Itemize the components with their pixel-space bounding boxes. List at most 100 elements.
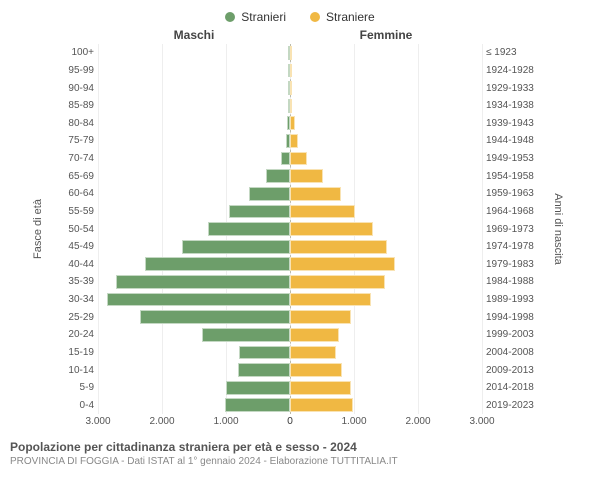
- x-tick: 3.000: [469, 416, 494, 427]
- female-bar: [290, 99, 292, 113]
- table-row: 5-92014-2018: [60, 379, 540, 397]
- header-male: Maschi: [98, 28, 290, 42]
- male-half: [98, 62, 290, 80]
- age-label: 25-29: [60, 312, 98, 323]
- age-label: 0-4: [60, 400, 98, 411]
- legend-female-label: Straniere: [326, 10, 375, 24]
- legend-item-male: Stranieri: [225, 10, 286, 24]
- female-half: [290, 291, 482, 309]
- age-label: 35-39: [60, 276, 98, 287]
- x-tick: 2.000: [149, 416, 174, 427]
- female-half: [290, 379, 482, 397]
- male-bar: [238, 363, 290, 377]
- male-half: [98, 203, 290, 221]
- table-row: 35-39 1984-1988: [60, 273, 540, 291]
- male-bar: [239, 346, 290, 360]
- table-row: 100+ ≤ 1923: [60, 44, 540, 62]
- age-label: 45-49: [60, 241, 98, 252]
- age-label: 20-24: [60, 329, 98, 340]
- table-row: 55-591964-1968: [60, 203, 540, 221]
- x-tick: 3.000: [85, 416, 110, 427]
- age-label: 100+: [60, 47, 98, 58]
- table-row: 75-791944-1948: [60, 132, 540, 150]
- female-bar: [290, 152, 307, 166]
- female-bar: [290, 328, 339, 342]
- x-tick: 1.000: [213, 416, 238, 427]
- birth-year-label: 2009-2013: [482, 365, 540, 376]
- birth-year-label: 2014-2018: [482, 382, 540, 393]
- birth-year-label: 1999-2003: [482, 329, 540, 340]
- male-half: [98, 167, 290, 185]
- birth-year-label: 2019-2023: [482, 400, 540, 411]
- chart-title: Popolazione per cittadinanza straniera p…: [10, 440, 590, 454]
- male-half: [98, 220, 290, 238]
- female-half: [290, 97, 482, 115]
- table-row: 70-741949-1953: [60, 150, 540, 168]
- table-row: 10-14 2009-2013: [60, 361, 540, 379]
- female-bar: [290, 46, 292, 60]
- birth-year-label: 1929-1933: [482, 83, 540, 94]
- female-half: [290, 308, 482, 326]
- female-half: [290, 256, 482, 274]
- female-half: [290, 203, 482, 221]
- male-bar: [266, 169, 290, 183]
- age-label: 85-89: [60, 100, 98, 111]
- female-bar: [290, 275, 385, 289]
- table-row: 40-441979-1983: [60, 256, 540, 274]
- y-axis-label-right: Anni di nascita: [552, 193, 564, 265]
- female-bar: [290, 222, 373, 236]
- legend: Stranieri Straniere: [0, 0, 600, 28]
- chart-subtitle: PROVINCIA DI FOGGIA - Dati ISTAT al 1° g…: [10, 456, 590, 467]
- female-half: [290, 273, 482, 291]
- birth-year-label: 2004-2008: [482, 347, 540, 358]
- table-row: 80-841939-1943: [60, 115, 540, 133]
- female-half: [290, 344, 482, 362]
- male-half: [98, 185, 290, 203]
- table-row: 30-34 1989-1993: [60, 291, 540, 309]
- male-bar: [249, 187, 290, 201]
- male-half: [98, 361, 290, 379]
- male-half: [98, 97, 290, 115]
- female-half: [290, 326, 482, 344]
- birth-year-label: 1969-1973: [482, 224, 540, 235]
- age-label: 50-54: [60, 224, 98, 235]
- male-swatch: [225, 12, 235, 22]
- birth-year-label: 1989-1993: [482, 294, 540, 305]
- age-label: 40-44: [60, 259, 98, 270]
- female-bar: [290, 205, 355, 219]
- table-row: 0-4 2019-2023: [60, 397, 540, 415]
- x-tick: 2.000: [405, 416, 430, 427]
- female-swatch: [310, 12, 320, 22]
- table-row: 95-99 1924-1928: [60, 62, 540, 80]
- female-bar: [290, 310, 351, 324]
- age-label: 10-14: [60, 365, 98, 376]
- x-axis: 3.0002.0001.0000 01.0002.0003.000: [0, 414, 600, 430]
- female-half: [290, 62, 482, 80]
- female-bar: [290, 169, 323, 183]
- x-tick: 1.000: [341, 416, 366, 427]
- female-bar: [290, 134, 298, 148]
- female-half: [290, 167, 482, 185]
- age-label: 95-99: [60, 65, 98, 76]
- male-bar: [107, 293, 290, 307]
- pyramid-chart: Fasce di età Anni di nascita 100+≤ 19239…: [0, 44, 600, 414]
- age-label: 30-34: [60, 294, 98, 305]
- birth-year-label: 1924-1928: [482, 65, 540, 76]
- male-half: [98, 326, 290, 344]
- title-block: Popolazione per cittadinanza straniera p…: [0, 430, 600, 467]
- male-bar: [229, 205, 290, 219]
- x-tick: 0: [287, 416, 293, 427]
- female-bar: [290, 240, 387, 254]
- birth-year-label: 1984-1988: [482, 276, 540, 287]
- female-half: [290, 397, 482, 415]
- column-headers: Maschi Femmine: [0, 28, 600, 44]
- age-label: 60-64: [60, 188, 98, 199]
- male-half: [98, 344, 290, 362]
- birth-year-label: ≤ 1923: [482, 47, 540, 58]
- male-half: [98, 379, 290, 397]
- male-half: [98, 44, 290, 62]
- male-bar: [116, 275, 290, 289]
- male-half: [98, 256, 290, 274]
- birth-year-label: 1964-1968: [482, 206, 540, 217]
- male-half: [98, 79, 290, 97]
